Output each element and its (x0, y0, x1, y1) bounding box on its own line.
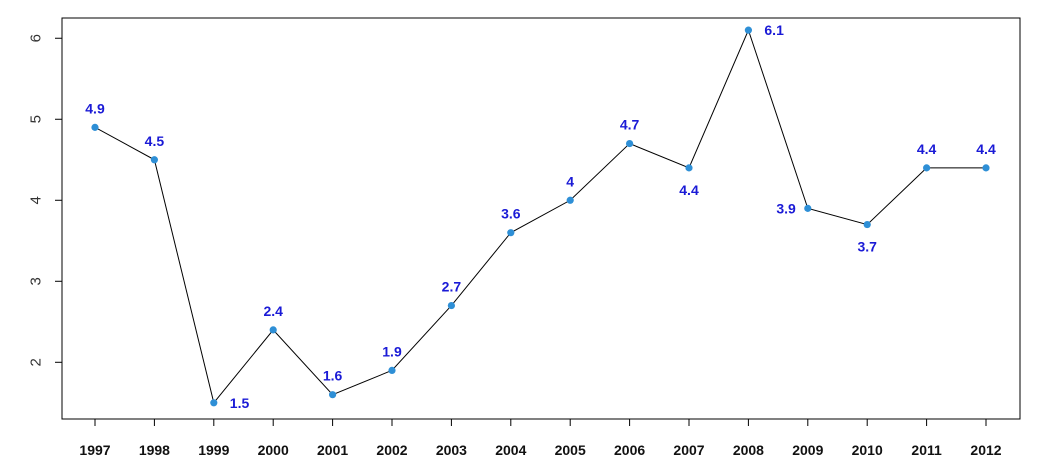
data-label: 6.1 (764, 22, 784, 38)
x-tick-label: 2002 (376, 442, 407, 458)
data-label: 4.4 (679, 182, 699, 198)
data-label: 1.9 (382, 343, 402, 359)
y-tick-label: 2 (28, 358, 45, 366)
data-point (626, 139, 634, 148)
x-tick-label: 2005 (555, 442, 586, 458)
y-tick-label: 5 (28, 115, 45, 123)
data-point (150, 156, 158, 164)
x-tick-label: 2012 (970, 442, 1001, 458)
data-label: 4.7 (620, 117, 640, 133)
data-label: 3.9 (776, 200, 796, 216)
data-point (566, 196, 574, 204)
x-tick-label: 2008 (733, 442, 764, 458)
y-tick-label: 3 (28, 277, 45, 285)
x-tick-label: 1999 (198, 442, 229, 458)
data-point (923, 164, 931, 172)
x-tick-label: 2011 (911, 442, 942, 458)
data-label: 4.5 (145, 133, 165, 149)
series-line (94, 28, 986, 404)
data-label: 2.7 (442, 279, 462, 295)
data-point (982, 164, 990, 172)
y-axis: 2 3 4 5 6 (28, 34, 62, 366)
data-label: 4.9 (85, 100, 105, 116)
data-point (744, 26, 753, 34)
data-points (91, 26, 990, 407)
data-point (804, 204, 812, 212)
x-tick-label: 2009 (792, 442, 823, 458)
x-tick-label: 2010 (852, 442, 883, 458)
data-label: 1.5 (230, 395, 250, 411)
data-labels: 4.9 4.5 1.5 2.4 1.6 1.9 2.7 3.6 4 4.7 4.4 6.1 3.9 3.7… (85, 22, 996, 411)
y-tick-label: 4 (28, 196, 45, 204)
x-tick-label: 2000 (258, 442, 289, 458)
data-point (269, 326, 277, 334)
data-label: 4 (566, 173, 574, 189)
y-tick-label: 6 (28, 34, 45, 42)
x-tick-label: 2001 (317, 442, 348, 458)
data-point (91, 123, 99, 131)
data-point (388, 366, 396, 374)
x-tick-label: 2004 (495, 442, 526, 458)
data-point (210, 399, 218, 407)
plot-area-frame (61, 17, 1021, 420)
x-tick-label: 1997 (79, 442, 110, 458)
data-point (507, 229, 515, 237)
data-label: 1.6 (323, 368, 343, 384)
data-label: 3.7 (857, 239, 877, 255)
data-label: 2.4 (263, 303, 283, 319)
data-label: 4.4 (976, 141, 996, 157)
data-point (863, 220, 871, 229)
x-tick-label: 1998 (139, 442, 170, 458)
x-tick-label: 2006 (614, 442, 645, 458)
x-axis: 1997 1998 1999 2000 2001 2002 2003 2004 2005 2006… (79, 419, 1002, 458)
data-point (685, 164, 693, 172)
x-tick-label: 2007 (673, 442, 704, 458)
data-label: 3.6 (501, 206, 521, 222)
x-tick-label: 2003 (436, 442, 467, 458)
data-point (447, 301, 455, 310)
data-label: 4.4 (917, 141, 937, 157)
data-point (329, 391, 337, 399)
